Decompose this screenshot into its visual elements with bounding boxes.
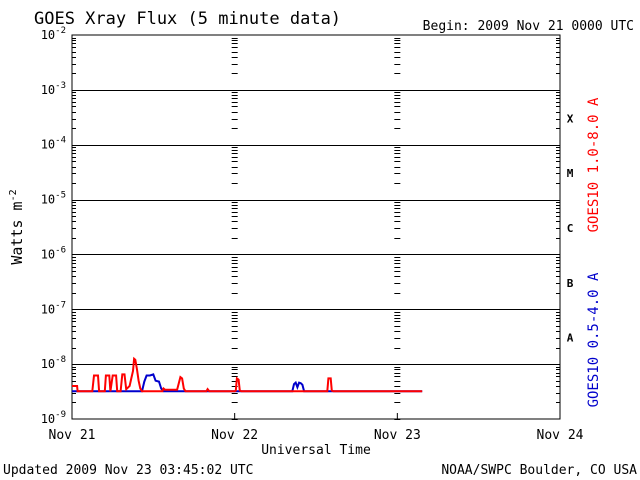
begin-label: Begin: 2009 Nov 21 0000 UTC (423, 19, 634, 34)
y-minor-ticks (72, 38, 560, 403)
y-tick-exp: -3 (55, 81, 66, 91)
y-tick-base: 10 (41, 28, 55, 42)
y-tick-label: 10-4 (41, 136, 66, 152)
legend-label-long: GOES10 1.0-8.0 A (586, 97, 602, 232)
series-line (72, 373, 423, 393)
x-tick-label: Nov 23 (374, 428, 421, 443)
y-tick-base: 10 (41, 412, 55, 426)
plot-frame (71, 34, 561, 420)
y-tick-base: 10 (41, 138, 55, 152)
series-line (72, 356, 423, 393)
x-tick-label: Nov 21 (49, 428, 96, 443)
y-tick-label: 10-3 (41, 81, 66, 97)
y-tick-base: 10 (41, 357, 55, 371)
x-tick-label: Nov 24 (537, 428, 584, 443)
y-tick-label: 10-5 (41, 191, 66, 207)
y-tick-exp: -2 (55, 26, 66, 36)
y-tick-base: 10 (41, 193, 55, 207)
y-tick-label: 10-7 (41, 300, 66, 316)
flare-class-label: M (567, 167, 574, 180)
y-tick-base: 10 (41, 83, 55, 97)
legend-label-short: GOES10 0.5-4.0 A (586, 272, 602, 407)
y-tick-base: 10 (41, 247, 55, 261)
x-tick-labels: Nov 21 Nov 22 Nov 23 Nov 24 (49, 428, 584, 443)
y-tick-label: 10-9 (41, 410, 66, 426)
y-tick-exp: -4 (55, 136, 66, 146)
x-axis-label: Universal Time (261, 443, 371, 458)
series-lines (72, 356, 423, 393)
day-divider-ticks (231, 38, 401, 420)
y-tick-labels: 10-210-310-410-510-610-710-810-9 (41, 26, 66, 426)
y-tick-exp: -9 (55, 410, 66, 420)
svg-text:Watts m-2: Watts m-2 (8, 189, 26, 264)
y-tick-exp: -7 (55, 300, 66, 310)
y-axis-label-exp: -2 (8, 189, 19, 201)
flare-class-label: B (567, 277, 574, 290)
y-tick-exp: -8 (55, 355, 66, 365)
y-tick-exp: -6 (55, 245, 66, 255)
chart-title: GOES Xray Flux (5 minute data) (34, 9, 341, 29)
y-tick-label: 10-8 (41, 355, 66, 371)
y-tick-label: 10-2 (41, 26, 66, 42)
y-axis-label-text: Watts m (8, 201, 26, 264)
flare-class-label: X (567, 112, 574, 125)
flare-class-labels: X M C B A (567, 112, 574, 344)
y-axis-label: Watts m-2 (8, 189, 26, 264)
y-tick-exp: -5 (55, 191, 66, 201)
y-tick-base: 10 (41, 302, 55, 316)
decade-gridlines (72, 90, 560, 365)
flare-class-label: C (567, 222, 574, 235)
footer-source: NOAA/SWPC Boulder, CO USA (441, 463, 637, 478)
footer-updated: Updated 2009 Nov 23 03:45:02 UTC (3, 463, 253, 478)
y-tick-label: 10-6 (41, 245, 66, 261)
x-tick-label: Nov 22 (211, 428, 258, 443)
flare-class-label: A (567, 332, 574, 345)
